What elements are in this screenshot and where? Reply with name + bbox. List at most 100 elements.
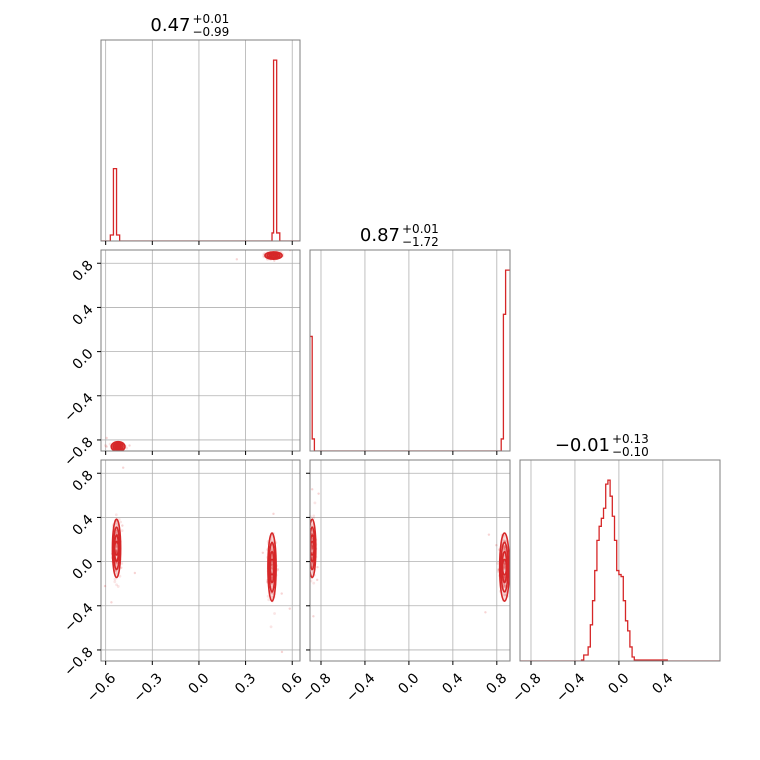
sample-point (108, 442, 112, 446)
title-minus: −0.99 (193, 25, 230, 39)
sample-point (310, 544, 314, 548)
sample-point (270, 567, 274, 571)
sample-point (112, 454, 115, 457)
sample-point (267, 598, 271, 602)
sample-point-outlier (288, 607, 291, 610)
sample-point (116, 445, 120, 448)
sample-point (120, 529, 124, 533)
sample-point-outlier (133, 571, 137, 575)
sample-point (502, 548, 506, 552)
panel-scatter-2-1: −0.8 −0.4 0.0 0.4 0.8 (299, 459, 519, 706)
sample-point-outlier (115, 549, 118, 552)
y-tick-label: 0.4 (70, 302, 97, 329)
sample-point (503, 545, 506, 549)
sample-point-outlier (280, 592, 283, 595)
sample-point-outlier (296, 247, 298, 249)
sample-point (113, 580, 117, 584)
sample-point (503, 544, 507, 548)
sample-point-outlier (121, 524, 124, 527)
panel-scatter-2-0: −0.6 −0.3 0.0 0.3 0.6−0.8−0.40.00.40.8 (61, 459, 306, 706)
sample-point (115, 583, 118, 587)
sample-point-outlier (128, 444, 131, 447)
density-contour (113, 540, 120, 556)
sample-point (503, 593, 507, 597)
sample-point (270, 565, 274, 569)
x-tick-label: 0.4 (439, 670, 466, 697)
sample-point (503, 564, 507, 568)
sample-point (115, 522, 119, 526)
sample-point (502, 567, 506, 571)
y-tick-label: 0.8 (70, 468, 97, 495)
y-tick-label: −0.4 (61, 390, 96, 425)
sample-point (118, 574, 122, 578)
sample-point (307, 534, 310, 537)
sample-point (104, 444, 107, 447)
title-value: −0.01 (555, 435, 610, 456)
sample-point (502, 548, 506, 551)
sample-point (115, 549, 119, 553)
sample-point (312, 514, 316, 518)
sample-point (307, 553, 310, 556)
sample-point (502, 547, 506, 551)
panel-title: 0.47 +0.01−0.99 (150, 12, 229, 39)
sample-point (310, 546, 314, 550)
x-tick-label: −0.4 (553, 670, 588, 705)
sample-point (270, 568, 274, 572)
x-tick-label: −0.6 (84, 670, 119, 705)
title-plus: +0.01 (193, 12, 230, 26)
sample-point-outlier (273, 259, 276, 262)
sample-point-outlier (517, 617, 519, 619)
y-tick-label: 0.8 (70, 258, 97, 285)
sample-point (270, 583, 274, 587)
density-contour (269, 558, 275, 576)
title-plus: +0.13 (612, 432, 649, 446)
sample-point (307, 529, 310, 532)
sample-point (117, 517, 121, 521)
y-tick-label: −0.4 (61, 600, 96, 635)
x-tick-label: 0.0 (395, 670, 422, 697)
sample-point (119, 520, 122, 524)
sample-point (502, 546, 506, 550)
sample-point-outlier (110, 601, 113, 604)
sample-point (502, 584, 506, 587)
sample-point (116, 585, 120, 588)
sample-point (115, 532, 118, 536)
sample-point (311, 548, 314, 552)
sample-point (270, 563, 274, 567)
sample-point (310, 562, 314, 566)
y-tick-label: −0.8 (61, 434, 96, 469)
panel-scatter-1-0: −0.8 −0.4 0.0 0.4 0.8 (61, 247, 301, 470)
x-tick-label: −0.8 (299, 670, 334, 705)
sample-point (115, 544, 119, 547)
sample-point (502, 565, 506, 569)
sample-point-outlier (261, 551, 265, 554)
x-tick-label: 0.3 (232, 670, 259, 697)
sample-point-outlier (516, 504, 518, 506)
panel-title: 0.87 +0.01−1.72 (360, 222, 439, 249)
sample-point-outlier (316, 565, 319, 569)
x-tick-label: 0.0 (185, 670, 212, 697)
sample-point-outlier (310, 488, 314, 491)
sample-point-outlier (495, 544, 498, 547)
sample-point (502, 584, 506, 588)
x-tick-label: −0.4 (343, 670, 378, 705)
sample-point-outlier (316, 578, 319, 582)
sample-point (114, 546, 118, 550)
panel-hist-0: 0.47 +0.01−0.99 (100, 12, 301, 245)
sample-point-outlier (317, 492, 320, 495)
sample-point (269, 625, 273, 629)
density-contour (112, 442, 124, 451)
sample-point (115, 563, 119, 567)
sample-point-outlier (280, 650, 284, 654)
histogram-line (520, 479, 720, 661)
sample-point (271, 592, 275, 595)
sample-point (310, 544, 314, 548)
sample-point-outlier (235, 258, 239, 261)
density-contour (268, 541, 276, 593)
sample-point (503, 546, 507, 550)
axes-frame (100, 249, 301, 452)
title-plus: +0.01 (402, 222, 439, 236)
density-contour (270, 252, 277, 259)
y-tick-label: −0.8 (61, 644, 96, 679)
sample-point (270, 566, 274, 570)
